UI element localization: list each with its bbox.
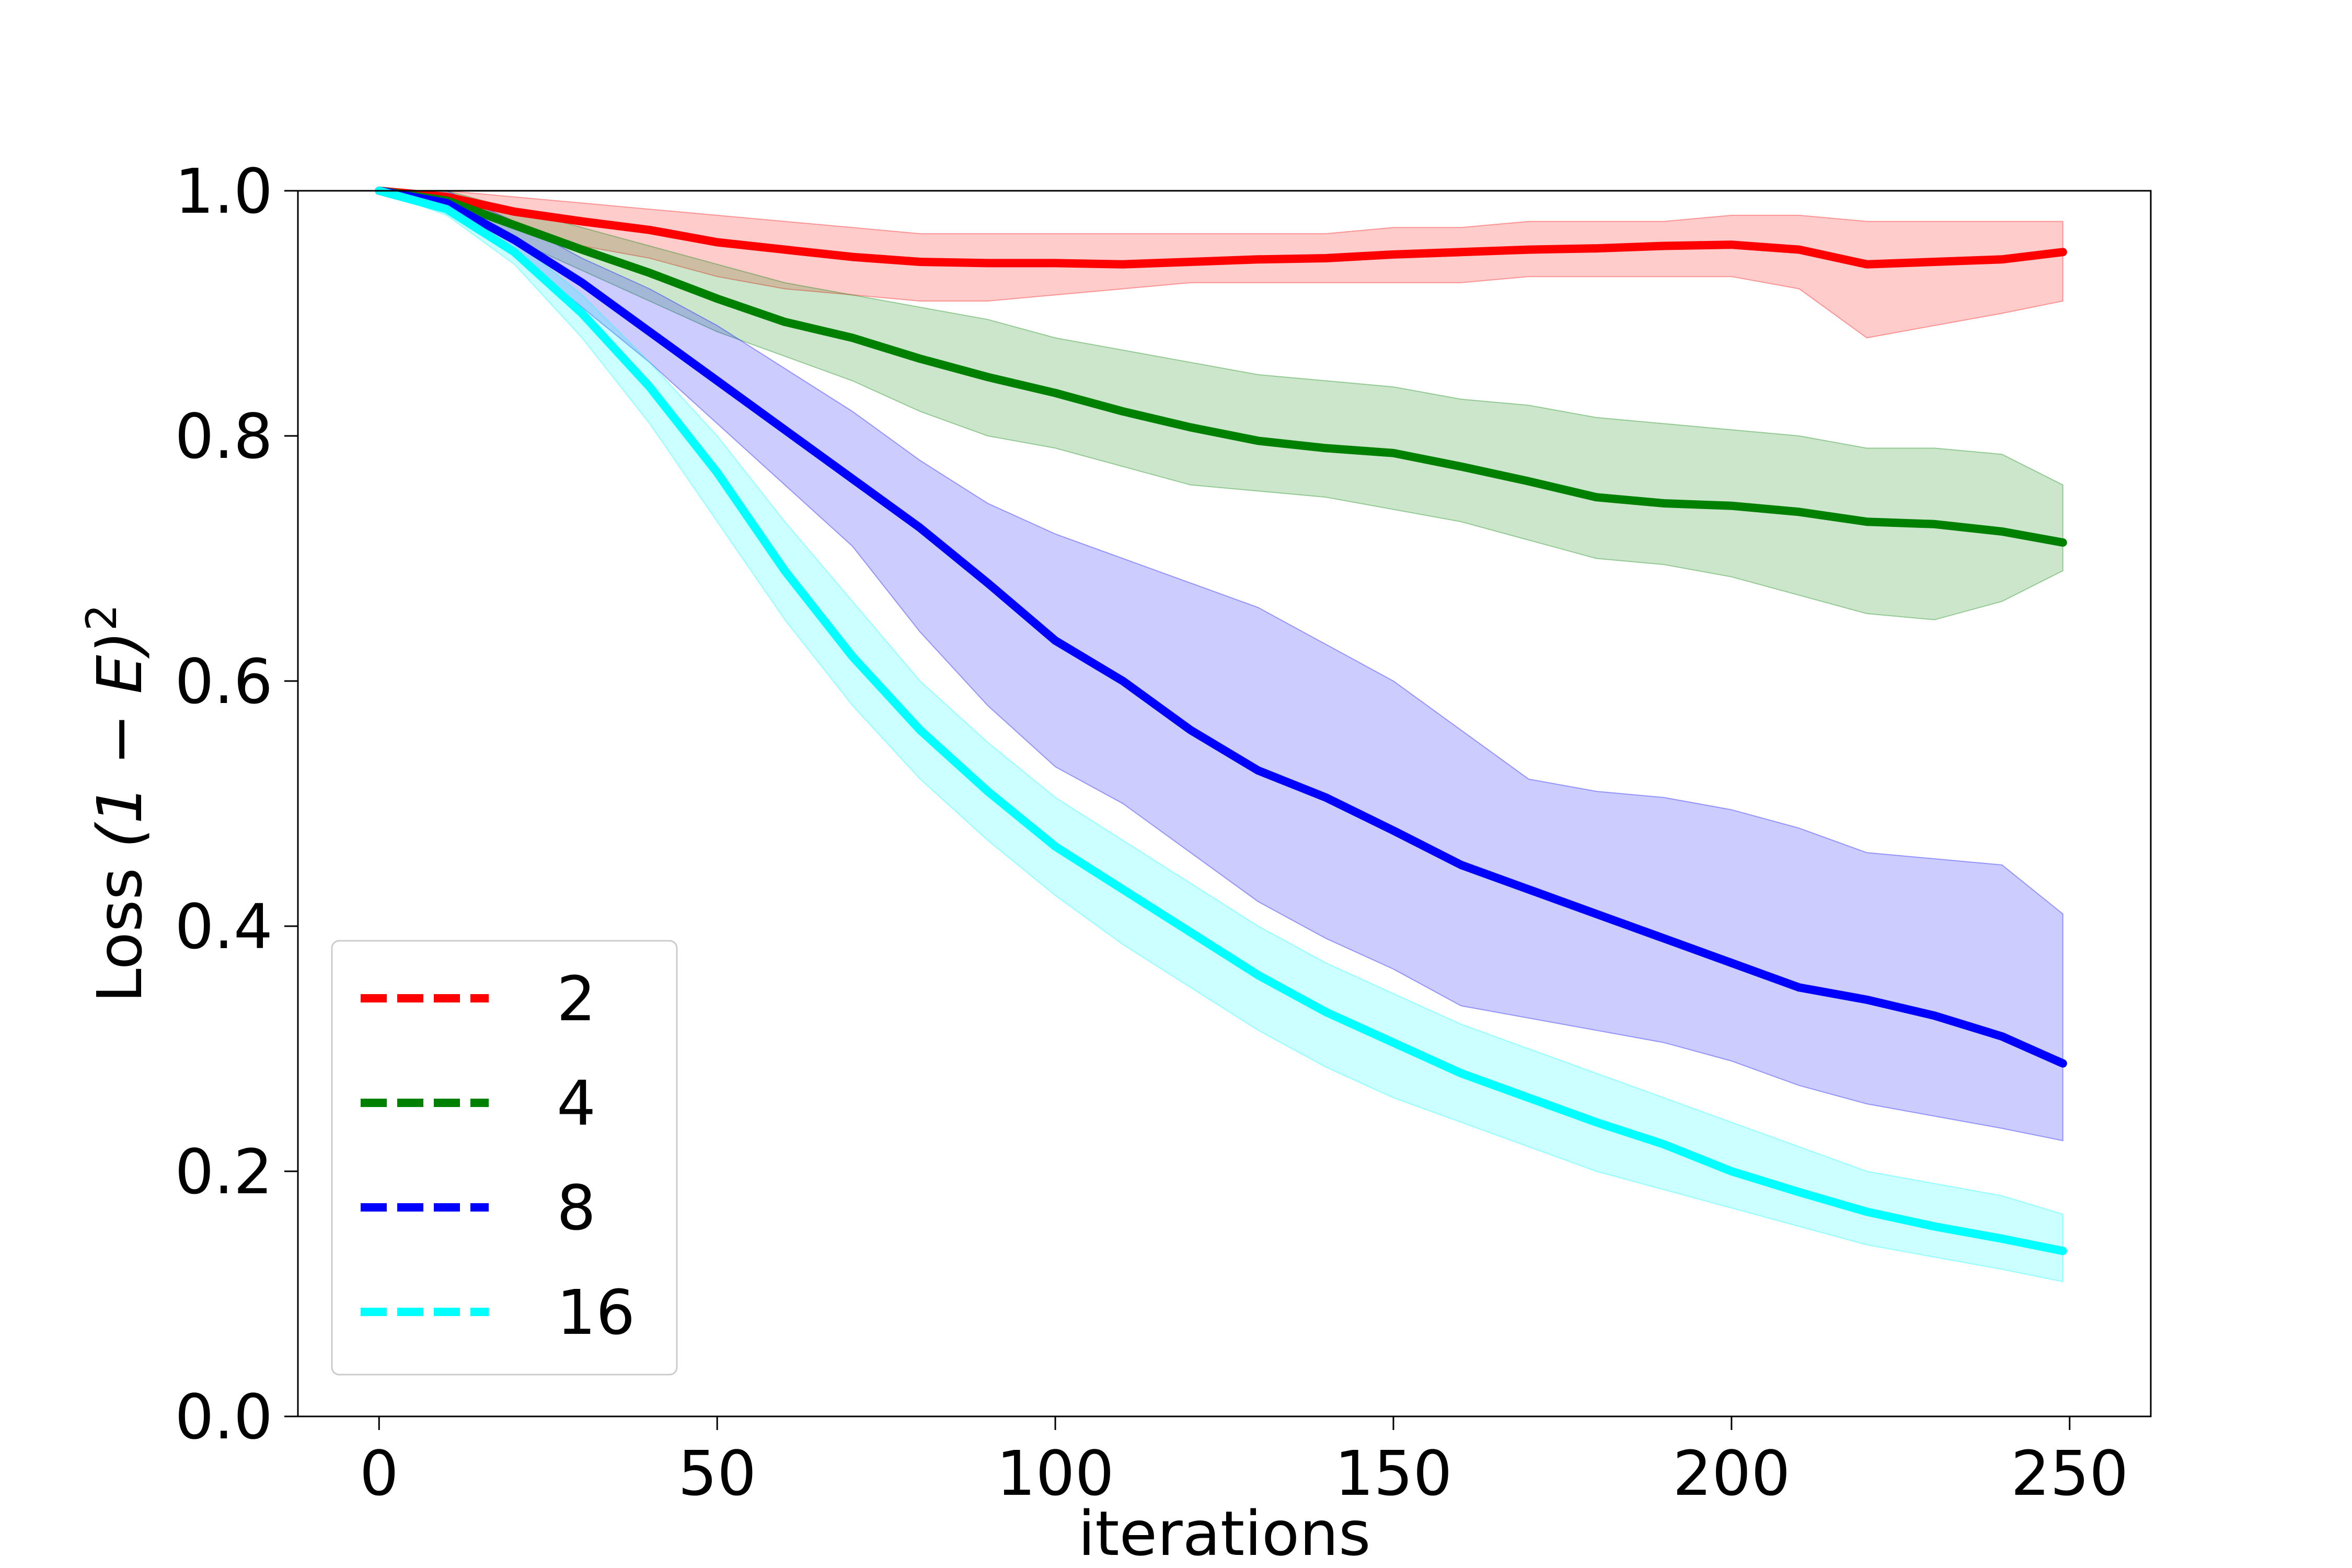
y-tick-label: 0.0 (175, 1381, 273, 1453)
y-tick-label: 0.4 (175, 891, 273, 963)
legend: 2 4 8 16 (331, 940, 678, 1376)
legend-box (331, 940, 678, 1376)
line-series-16 (375, 187, 2067, 1255)
y-axis-label-formula: (1 − E) (84, 631, 156, 848)
y-tick-label: 0.2 (175, 1136, 273, 1208)
y-axis-ticks: 0.0 0.2 0.4 0.6 0.8 1.0 (175, 155, 298, 1453)
x-axis-label: iterations (1078, 1497, 1371, 1568)
band-series-4 (379, 190, 2063, 620)
y-axis-label-exponent: 2 (77, 604, 126, 631)
legend-label-16: 16 (557, 1276, 635, 1348)
y-axis-label-prefix: Loss (84, 848, 156, 1003)
line-series-4 (375, 187, 2067, 547)
line-series-2 (375, 187, 2067, 269)
legend-label-2: 2 (557, 963, 596, 1035)
x-tick-label: 50 (678, 1437, 756, 1509)
y-axis-label: Loss (1 − E)2 (77, 604, 156, 1003)
series-lines (375, 187, 2067, 1255)
legend-label-8: 8 (557, 1172, 596, 1244)
y-tick-label: 0.8 (175, 400, 273, 472)
x-tick-label: 100 (996, 1437, 1114, 1509)
y-tick-label: 1.0 (175, 155, 273, 227)
line-series-8 (375, 187, 2067, 1068)
x-tick-label: 200 (1673, 1437, 1790, 1509)
legend-label-4: 4 (557, 1067, 596, 1139)
x-tick-label: 150 (1334, 1437, 1452, 1509)
x-axis-ticks: 0 50 100 150 200 250 (360, 1416, 2128, 1509)
plot-frame (297, 190, 2152, 1417)
band-series-8 (379, 190, 2063, 1142)
y-tick-label: 0.6 (175, 645, 273, 718)
x-tick-label: 250 (2011, 1437, 2128, 1509)
x-tick-label: 0 (360, 1437, 399, 1509)
